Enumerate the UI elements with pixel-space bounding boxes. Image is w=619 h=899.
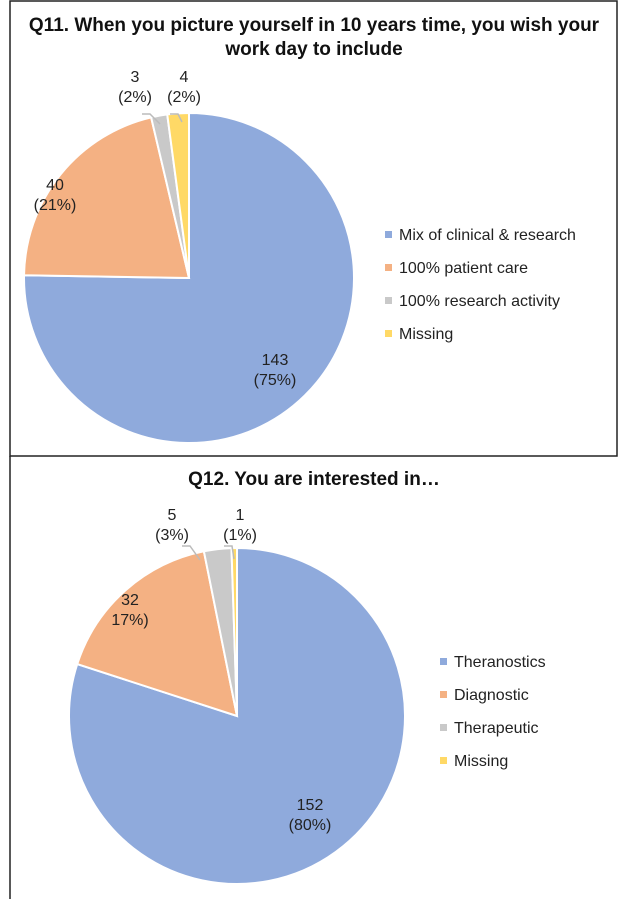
pie-slice bbox=[230, 546, 238, 717]
legend-swatch bbox=[440, 658, 447, 665]
data-label: 3 bbox=[131, 69, 140, 86]
chart-title: Q12. You are interested in… bbox=[188, 469, 440, 490]
data-label: 4 bbox=[180, 69, 189, 86]
legend-swatch bbox=[440, 724, 447, 731]
leader-line bbox=[224, 545, 235, 560]
leader-line bbox=[142, 113, 161, 125]
legend-swatch bbox=[385, 297, 392, 304]
pie-slice bbox=[68, 546, 406, 885]
data-label: (21%) bbox=[34, 197, 77, 214]
legend-label: Mix of clinical & research bbox=[399, 227, 576, 244]
pie-slice bbox=[75, 550, 239, 718]
data-label: 32 bbox=[121, 592, 139, 609]
legend-swatch bbox=[385, 264, 392, 271]
data-label: 152 bbox=[297, 797, 324, 814]
data-label: (3%) bbox=[155, 527, 189, 544]
data-label: 1 bbox=[236, 507, 245, 524]
legend-label: 100% research activity bbox=[399, 293, 560, 310]
legend-swatch bbox=[440, 757, 447, 764]
legend-label: Missing bbox=[399, 326, 453, 343]
data-label: 40 bbox=[46, 177, 64, 194]
data-label: (2%) bbox=[167, 89, 201, 106]
legend-swatch bbox=[385, 231, 392, 238]
legend-label: Theranostics bbox=[454, 654, 546, 671]
data-label: (75%) bbox=[254, 372, 297, 389]
pie-slice bbox=[23, 116, 191, 280]
data-label: (2%) bbox=[118, 89, 152, 106]
data-label: (1%) bbox=[223, 527, 257, 544]
legend-label: Diagnostic bbox=[454, 687, 529, 704]
legend-label: Missing bbox=[454, 753, 508, 770]
legend-swatch bbox=[385, 330, 392, 337]
panel-border bbox=[9, 0, 618, 457]
chart-title: Q11. When you picture yourself in 10 yea… bbox=[28, 15, 600, 60]
data-label: 17%) bbox=[111, 612, 148, 629]
pie-slice bbox=[23, 111, 355, 444]
legend-label: Therapeutic bbox=[454, 720, 539, 737]
legend-swatch bbox=[440, 691, 447, 698]
leader-line bbox=[170, 113, 183, 123]
data-label: (80%) bbox=[289, 817, 332, 834]
legend-label: 100% patient care bbox=[399, 260, 528, 277]
leader-line bbox=[182, 545, 201, 561]
data-label: 5 bbox=[168, 507, 177, 524]
data-label: 143 bbox=[262, 352, 289, 369]
